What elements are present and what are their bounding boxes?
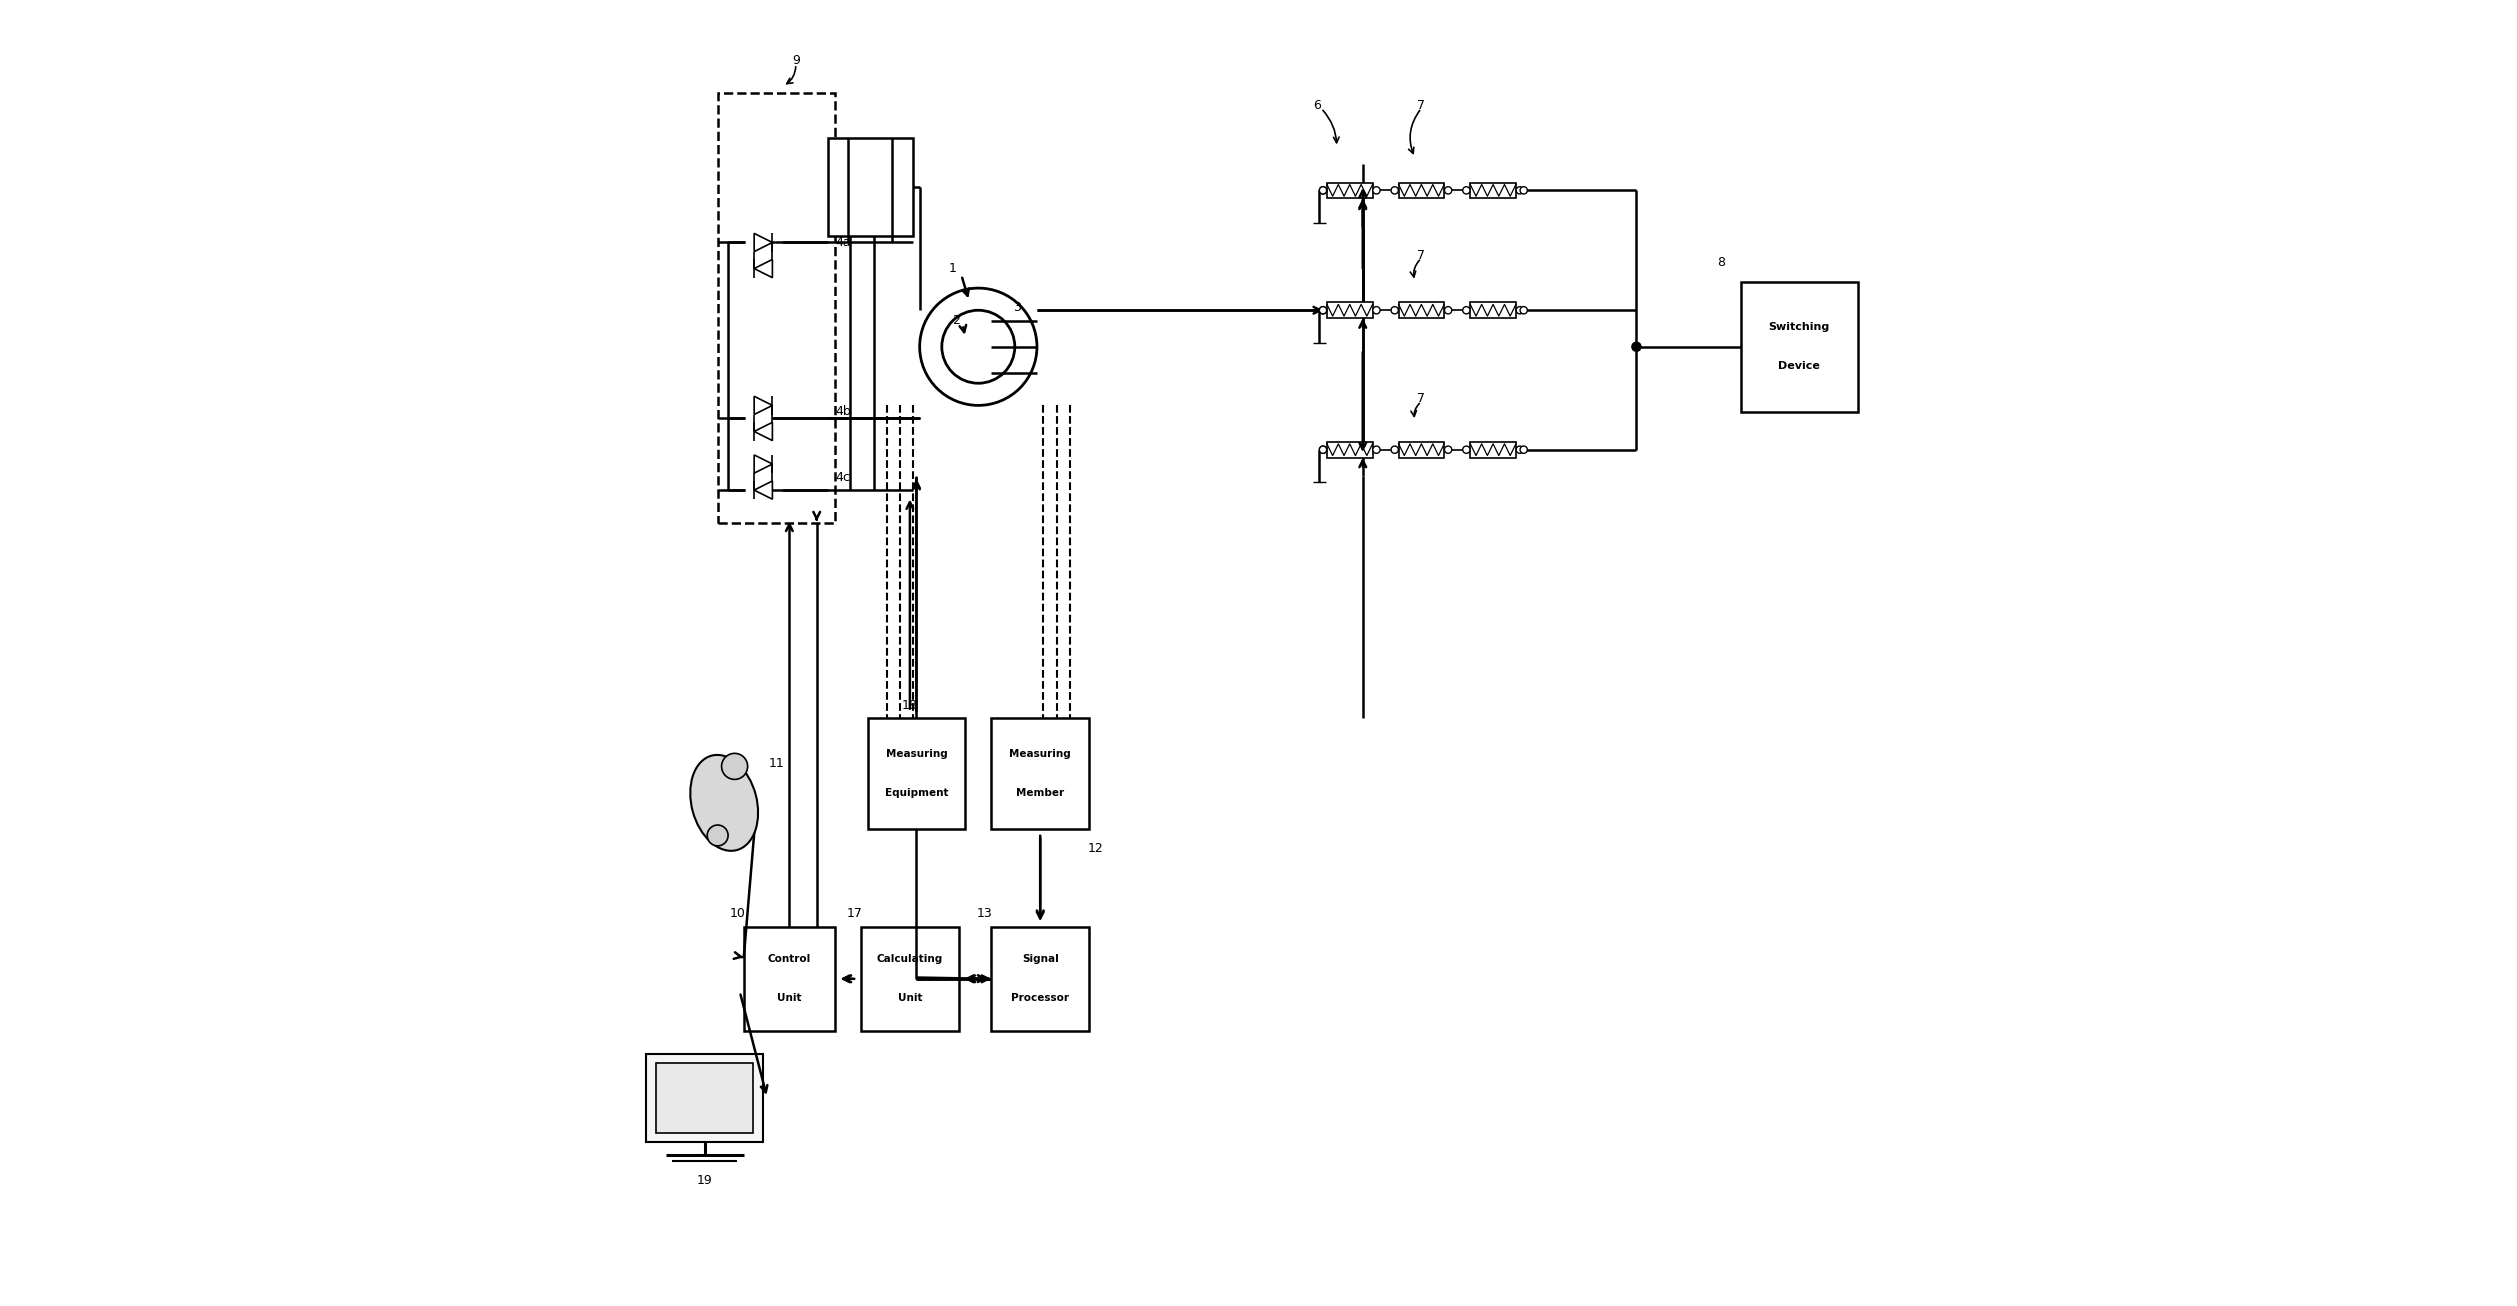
- Text: Measuring: Measuring: [1009, 750, 1072, 759]
- Circle shape: [1462, 307, 1470, 313]
- Circle shape: [1631, 342, 1641, 351]
- Bar: [743, 927, 836, 1030]
- Circle shape: [1462, 187, 1470, 195]
- Text: 17: 17: [846, 908, 863, 921]
- Circle shape: [919, 289, 1037, 405]
- Polygon shape: [755, 260, 773, 278]
- Bar: [1470, 303, 1515, 319]
- Circle shape: [1520, 187, 1528, 195]
- Text: Unit: Unit: [899, 994, 921, 1003]
- Circle shape: [1372, 187, 1379, 195]
- Text: 11: 11: [768, 757, 785, 771]
- Text: Unit: Unit: [778, 994, 800, 1003]
- Bar: [1399, 183, 1445, 199]
- Bar: [828, 138, 914, 236]
- Polygon shape: [755, 396, 773, 414]
- Circle shape: [1515, 307, 1523, 313]
- Text: 4c: 4c: [836, 470, 851, 483]
- Text: 7: 7: [1417, 392, 1425, 405]
- Text: 18: 18: [901, 699, 919, 712]
- Circle shape: [1319, 187, 1326, 195]
- Text: 19: 19: [697, 1174, 712, 1187]
- Text: Processor: Processor: [1012, 994, 1070, 1003]
- Bar: [868, 718, 967, 829]
- Circle shape: [1445, 187, 1452, 195]
- Text: Member: Member: [1017, 788, 1065, 798]
- Bar: [861, 927, 959, 1030]
- Text: Calculating: Calculating: [876, 955, 944, 964]
- Text: 1: 1: [949, 263, 956, 276]
- Circle shape: [1319, 307, 1326, 313]
- Bar: [717, 93, 836, 522]
- Text: 2: 2: [951, 315, 959, 328]
- Bar: [1470, 441, 1515, 457]
- Bar: [657, 1063, 753, 1132]
- Bar: [992, 718, 1090, 829]
- Circle shape: [1445, 447, 1452, 453]
- Text: 13: 13: [977, 908, 992, 921]
- Circle shape: [1372, 447, 1379, 453]
- Polygon shape: [755, 234, 773, 252]
- Polygon shape: [755, 422, 773, 440]
- Circle shape: [941, 311, 1014, 383]
- Text: 10: 10: [730, 908, 745, 921]
- Text: Signal: Signal: [1022, 955, 1060, 964]
- Circle shape: [1319, 307, 1326, 313]
- Bar: [1742, 282, 1858, 411]
- Circle shape: [1462, 447, 1470, 453]
- Text: Measuring: Measuring: [886, 750, 946, 759]
- Text: 9: 9: [793, 54, 800, 67]
- Bar: [992, 927, 1090, 1030]
- Circle shape: [1520, 307, 1528, 313]
- Bar: [1326, 183, 1372, 199]
- Circle shape: [722, 754, 748, 780]
- Text: Device: Device: [1780, 362, 1820, 371]
- Text: Switching: Switching: [1769, 323, 1830, 332]
- Circle shape: [1445, 307, 1452, 313]
- Circle shape: [1515, 447, 1523, 453]
- Bar: [647, 1054, 763, 1141]
- Text: Equipment: Equipment: [883, 788, 949, 798]
- Text: 12: 12: [1087, 842, 1102, 855]
- Circle shape: [1515, 187, 1523, 195]
- Text: 8: 8: [1717, 256, 1724, 269]
- Text: 7: 7: [1417, 99, 1425, 112]
- Polygon shape: [755, 481, 773, 499]
- Bar: [1399, 441, 1445, 457]
- Text: 7: 7: [1417, 249, 1425, 263]
- Circle shape: [1319, 187, 1326, 195]
- Circle shape: [1319, 447, 1326, 453]
- Bar: [1399, 303, 1445, 319]
- Circle shape: [1372, 307, 1379, 313]
- Circle shape: [1392, 307, 1399, 313]
- Text: 3: 3: [1014, 302, 1022, 315]
- Polygon shape: [755, 454, 773, 473]
- Circle shape: [1520, 447, 1528, 453]
- Bar: [1470, 183, 1515, 199]
- Ellipse shape: [690, 755, 758, 850]
- Text: Control: Control: [768, 955, 810, 964]
- Circle shape: [707, 825, 727, 846]
- Circle shape: [1319, 447, 1326, 453]
- Text: 6: 6: [1314, 99, 1321, 112]
- Text: 4a: 4a: [836, 236, 851, 249]
- Circle shape: [1392, 447, 1399, 453]
- Text: 4b: 4b: [836, 405, 851, 418]
- Bar: [1326, 303, 1372, 319]
- Circle shape: [1392, 187, 1399, 195]
- Bar: [1326, 441, 1372, 457]
